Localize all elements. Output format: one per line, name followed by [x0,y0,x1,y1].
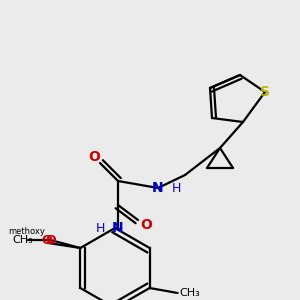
Text: O: O [140,218,152,232]
Text: H: H [171,182,181,194]
Text: CH₃: CH₃ [179,288,200,298]
Text: O: O [88,150,100,164]
Text: O: O [41,235,52,248]
Text: H: H [95,221,105,235]
Text: N: N [152,181,164,195]
Text: O: O [45,233,56,247]
Text: N: N [112,221,124,235]
Text: CH₃: CH₃ [12,235,33,245]
Text: methoxy: methoxy [8,226,45,236]
Text: S: S [260,85,270,99]
